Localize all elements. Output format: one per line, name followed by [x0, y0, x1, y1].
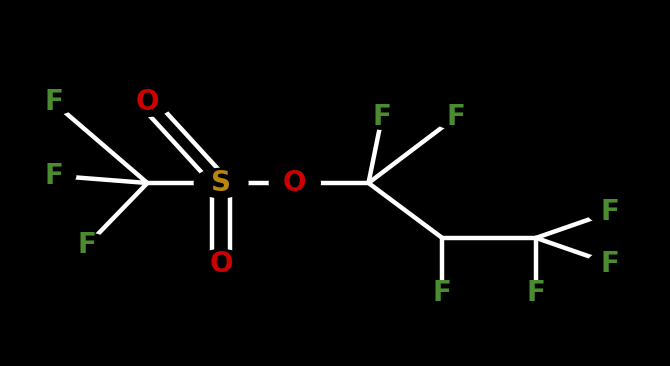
Text: F: F	[527, 279, 545, 307]
Circle shape	[196, 250, 247, 277]
Circle shape	[31, 164, 76, 188]
Text: F: F	[433, 279, 452, 307]
Circle shape	[420, 281, 464, 305]
Circle shape	[122, 89, 173, 116]
Text: S: S	[211, 169, 231, 197]
Circle shape	[433, 105, 478, 129]
Text: F: F	[44, 89, 63, 116]
Text: F: F	[600, 198, 619, 226]
Circle shape	[514, 281, 558, 305]
Text: O: O	[209, 250, 233, 277]
Text: F: F	[446, 103, 465, 131]
Circle shape	[65, 233, 109, 257]
Text: F: F	[600, 250, 619, 277]
Text: F: F	[78, 231, 96, 259]
Text: F: F	[373, 103, 391, 131]
Circle shape	[194, 168, 248, 198]
Circle shape	[588, 251, 632, 276]
Circle shape	[360, 105, 404, 129]
Circle shape	[31, 90, 76, 115]
Text: F: F	[44, 162, 63, 190]
Text: O: O	[283, 169, 307, 197]
Text: O: O	[135, 89, 159, 116]
Circle shape	[588, 200, 632, 224]
Circle shape	[269, 169, 320, 197]
